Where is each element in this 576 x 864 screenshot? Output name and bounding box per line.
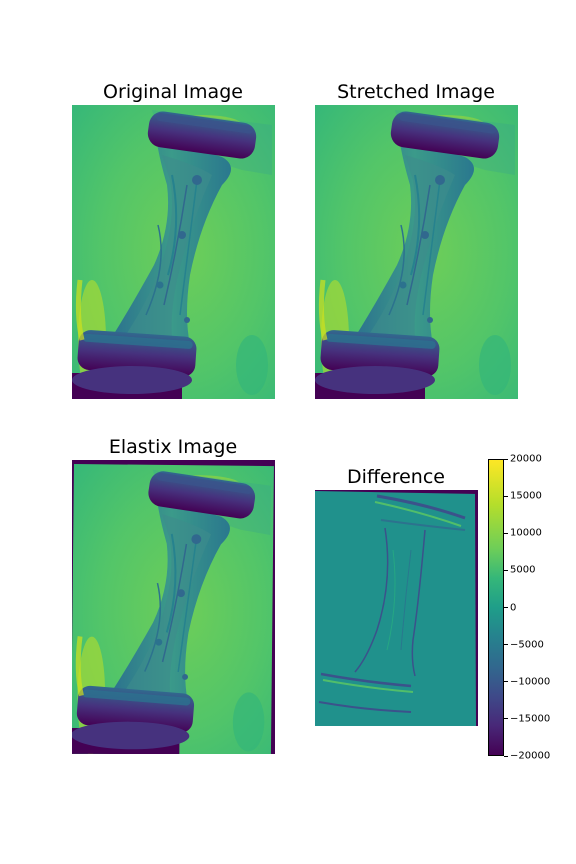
colorbar-tick-mark xyxy=(504,569,508,571)
title-stretched: Stretched Image xyxy=(337,81,495,103)
colorbar-tick-mark xyxy=(504,681,508,683)
colorbar-tick-label: −20000 xyxy=(510,750,551,762)
elastix-image-panel xyxy=(72,460,275,754)
difference-image-panel xyxy=(315,490,478,726)
title-original: Original Image xyxy=(103,81,243,103)
stretched-image xyxy=(315,105,518,399)
colorbar-tick-label: −15000 xyxy=(510,713,551,725)
colorbar-tick-label: −10000 xyxy=(510,676,551,688)
colorbar-tick-mark xyxy=(504,495,508,497)
colorbar-tick-label: 20000 xyxy=(510,453,542,465)
original-image-panel xyxy=(72,105,275,399)
original-image xyxy=(72,105,275,399)
difference-image xyxy=(315,490,478,726)
colorbar-tick-label: 0 xyxy=(510,602,517,613)
colorbar-tick-label: 5000 xyxy=(510,564,536,576)
stretched-image-panel xyxy=(315,105,518,399)
colorbar-tick-label: 10000 xyxy=(510,527,542,539)
colorbar-tick-mark xyxy=(504,755,508,757)
colorbar-tick-mark xyxy=(504,644,508,646)
colorbar-tick-mark xyxy=(504,718,508,720)
colorbar-tick-mark xyxy=(504,532,508,534)
colorbar-tick-label: 15000 xyxy=(510,490,542,502)
colorbar-tick-mark xyxy=(504,607,508,608)
title-elastix: Elastix Image xyxy=(108,436,238,458)
colorbar xyxy=(488,459,504,756)
colorbar-tick-label: −5000 xyxy=(510,639,544,651)
title-difference: Difference xyxy=(347,466,445,488)
colorbar-tick-mark xyxy=(504,458,508,460)
elastix-image xyxy=(72,460,275,754)
